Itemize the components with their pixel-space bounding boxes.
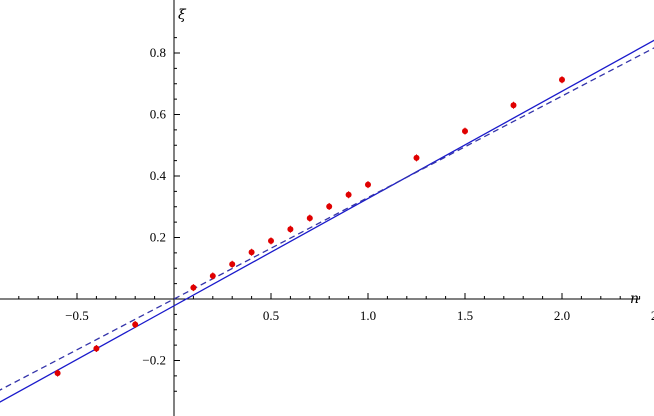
y-axis-title: ξ: [178, 7, 187, 23]
y-tick-label: 0.8: [150, 45, 166, 60]
y-tick-label: 0.6: [150, 107, 167, 122]
data-point: [93, 345, 100, 352]
y-tick-label: −0.2: [142, 353, 166, 368]
solid-fit-line: [0, 39, 654, 403]
data-point: [229, 261, 236, 268]
data-point: [268, 237, 274, 244]
x-tick-label: −0.5: [65, 308, 89, 323]
x-tick-label: 1.0: [360, 308, 376, 323]
data-point: [248, 249, 255, 256]
x-tick-label: 1.5: [457, 308, 473, 323]
x-tick-label: 0.5: [263, 308, 279, 323]
dashed-reference-line: [0, 47, 654, 391]
x-axis-title: n: [630, 291, 639, 307]
data-point: [132, 321, 139, 328]
data-point: [345, 191, 352, 198]
x-ticks: −1.0−0.50.51.01.52.02.5: [18, 293, 654, 323]
data-point: [190, 284, 197, 291]
data-point: [510, 102, 517, 109]
data-point: [209, 272, 216, 279]
data-point: [462, 128, 468, 135]
y-ticks: −0.2 0.2 0.4 0.6 0.8: [142, 37, 180, 392]
y-tick-label: 0.4: [150, 168, 167, 183]
data-point: [559, 76, 565, 83]
data-point: [306, 215, 313, 222]
data-points: [54, 76, 565, 377]
x-tick-label: 2.0: [554, 308, 570, 323]
data-point: [54, 370, 61, 377]
y-tick-label: 0.2: [150, 230, 166, 245]
data-point: [413, 154, 420, 161]
x-tick-label: 2.5: [651, 308, 654, 323]
data-point: [365, 181, 371, 188]
fit-lines: [0, 39, 654, 403]
data-point: [287, 226, 294, 233]
data-point: [326, 203, 333, 210]
